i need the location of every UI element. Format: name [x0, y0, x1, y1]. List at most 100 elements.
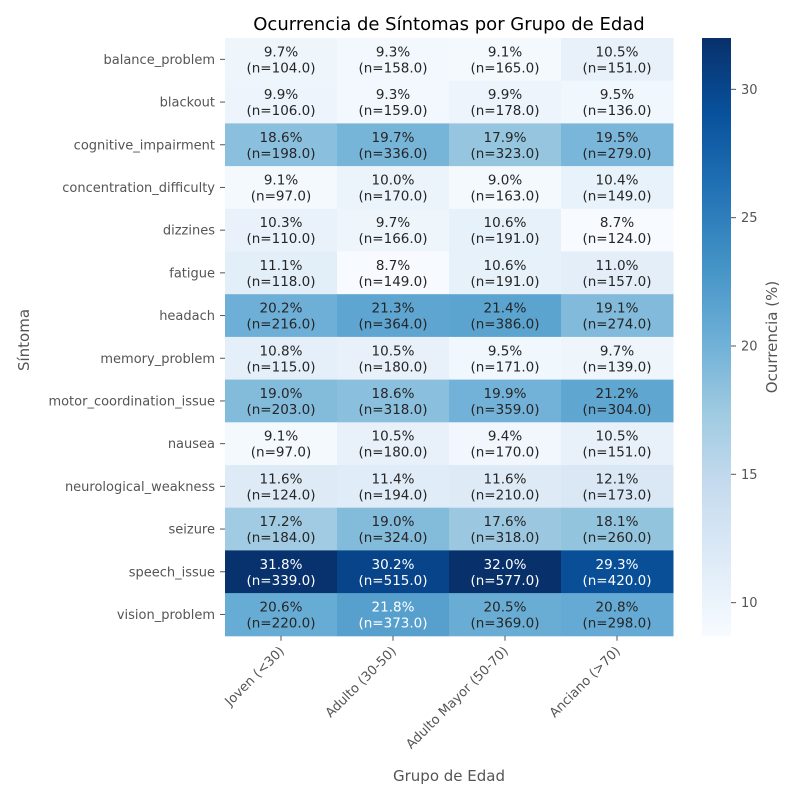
- heatmap-cell: [449, 550, 562, 594]
- cell-count-label: (n=151.0): [582, 445, 651, 461]
- y-tick-label: memory_problem: [100, 352, 215, 367]
- cell-count-label: (n=359.0): [470, 402, 539, 418]
- y-tick-label: fatigue: [169, 266, 215, 281]
- heatmap-cell: [449, 465, 562, 509]
- heatmap-cell: [449, 123, 562, 167]
- cell-percent-label: 8.7%: [600, 215, 634, 231]
- x-tick-label: Joven (<30): [222, 644, 288, 710]
- x-axis-label: Grupo de Edad: [393, 767, 505, 785]
- heatmap-cell: [225, 80, 338, 124]
- cell-count-label: (n=515.0): [358, 573, 427, 589]
- heatmap-cell: [337, 294, 450, 338]
- cell-count-label: (n=158.0): [358, 60, 427, 76]
- y-axis-ticks: balance_problem blackout cognitive_impairm…: [48, 53, 225, 623]
- cell-percent-label: 9.7%: [376, 215, 410, 231]
- cell-count-label: (n=220.0): [246, 615, 315, 631]
- heatmap-cell: [449, 251, 562, 295]
- cell-count-label: (n=577.0): [470, 573, 539, 589]
- cell-percent-label: 9.5%: [600, 87, 634, 103]
- heatmap-cell: [449, 208, 562, 252]
- heatmap-cell: [561, 465, 674, 509]
- heatmap-cell: [337, 80, 450, 124]
- heatmap-cell: [337, 379, 450, 423]
- cell-percent-label: 31.8%: [260, 557, 303, 573]
- heatmap-cell: [561, 166, 674, 210]
- cell-count-label: (n=106.0): [246, 103, 315, 119]
- heatmap-cell: [225, 166, 338, 210]
- cell-percent-label: 19.0%: [372, 514, 415, 530]
- cell-count-label: (n=364.0): [358, 317, 427, 333]
- cell-count-label: (n=324.0): [358, 530, 427, 546]
- cell-percent-label: 11.6%: [260, 471, 303, 487]
- y-tick-label: blackout: [160, 96, 215, 111]
- heatmap-cell: [337, 422, 450, 466]
- colorbar: [702, 38, 731, 636]
- cell-percent-label: 10.5%: [596, 429, 639, 445]
- cell-count-label: (n=216.0): [246, 317, 315, 333]
- heatmap-cell: [561, 251, 674, 295]
- cell-count-label: (n=191.0): [470, 231, 539, 247]
- x-axis-ticks: Joven (<30) Adulto (30-50) Adulto Mayor (5…: [222, 635, 624, 752]
- cell-percent-label: 9.9%: [488, 87, 522, 103]
- cell-percent-label: 20.2%: [260, 301, 303, 317]
- colorbar-tick-label: 30: [741, 83, 758, 98]
- heatmap-cell: [449, 336, 562, 381]
- cell-count-label: (n=149.0): [582, 188, 651, 204]
- x-tick-label: Anciano (>70): [547, 644, 624, 721]
- cell-count-label: (n=184.0): [246, 530, 315, 546]
- cell-percent-label: 9.3%: [376, 44, 410, 60]
- heatmap-cell: [561, 593, 674, 637]
- heatmap-cell: [449, 38, 562, 82]
- cell-count-label: (n=191.0): [470, 274, 539, 290]
- y-tick-label: seizure: [168, 523, 215, 538]
- cell-percent-label: 10.6%: [484, 215, 527, 231]
- colorbar-ticks: 10 15 20 25 30: [731, 83, 758, 611]
- cell-percent-label: 10.3%: [260, 215, 303, 231]
- cell-count-label: (n=171.0): [470, 359, 539, 375]
- cell-percent-label: 21.3%: [372, 301, 415, 317]
- heatmap-cell: [449, 507, 562, 551]
- heatmap-cell: [225, 123, 338, 167]
- y-tick-label: headach: [159, 309, 215, 324]
- colorbar-tick-label: 10: [741, 596, 758, 611]
- cell-percent-label: 20.8%: [596, 599, 639, 615]
- heatmap-cell: [225, 294, 338, 338]
- cell-count-label: (n=173.0): [582, 487, 651, 503]
- cell-count-label: (n=336.0): [358, 146, 427, 162]
- cell-count-label: (n=180.0): [358, 359, 427, 375]
- heatmap-cell: [561, 422, 674, 466]
- cell-percent-label: 19.9%: [484, 386, 527, 402]
- cell-percent-label: 30.2%: [372, 557, 415, 573]
- cell-percent-label: 10.5%: [596, 44, 639, 60]
- cell-count-label: (n=104.0): [246, 60, 315, 76]
- cell-count-label: (n=163.0): [470, 188, 539, 204]
- cell-count-label: (n=369.0): [470, 615, 539, 631]
- cell-count-label: (n=118.0): [246, 274, 315, 290]
- heatmap-cell: [337, 507, 450, 551]
- cell-count-label: (n=323.0): [470, 146, 539, 162]
- cell-count-label: (n=260.0): [582, 530, 651, 546]
- y-tick-label: speech_issue: [129, 565, 215, 580]
- cell-percent-label: 9.7%: [600, 343, 634, 359]
- x-tick-label: Adulto (30-50): [323, 644, 400, 721]
- heatmap-cell: [449, 379, 562, 423]
- cell-percent-label: 10.5%: [372, 429, 415, 445]
- heatmap-cell: [225, 593, 338, 637]
- cell-count-label: (n=157.0): [582, 274, 651, 290]
- cell-percent-label: 11.4%: [372, 471, 415, 487]
- colorbar-label: Ocurrencia (%): [763, 281, 781, 393]
- heatmap-cell: [561, 123, 674, 167]
- heatmap-cell: [337, 593, 450, 637]
- cell-count-label: (n=166.0): [358, 231, 427, 247]
- cell-percent-label: 18.6%: [260, 130, 303, 146]
- cell-percent-label: 9.3%: [376, 87, 410, 103]
- cell-count-label: (n=159.0): [358, 103, 427, 119]
- heatmap-cell: [561, 208, 674, 252]
- heatmap-cell: [561, 38, 674, 82]
- heatmap-cell: [337, 465, 450, 509]
- cell-count-label: (n=97.0): [251, 445, 311, 461]
- heatmap-cell: [225, 336, 338, 381]
- cell-percent-label: 17.6%: [484, 514, 527, 530]
- cell-count-label: (n=165.0): [470, 60, 539, 76]
